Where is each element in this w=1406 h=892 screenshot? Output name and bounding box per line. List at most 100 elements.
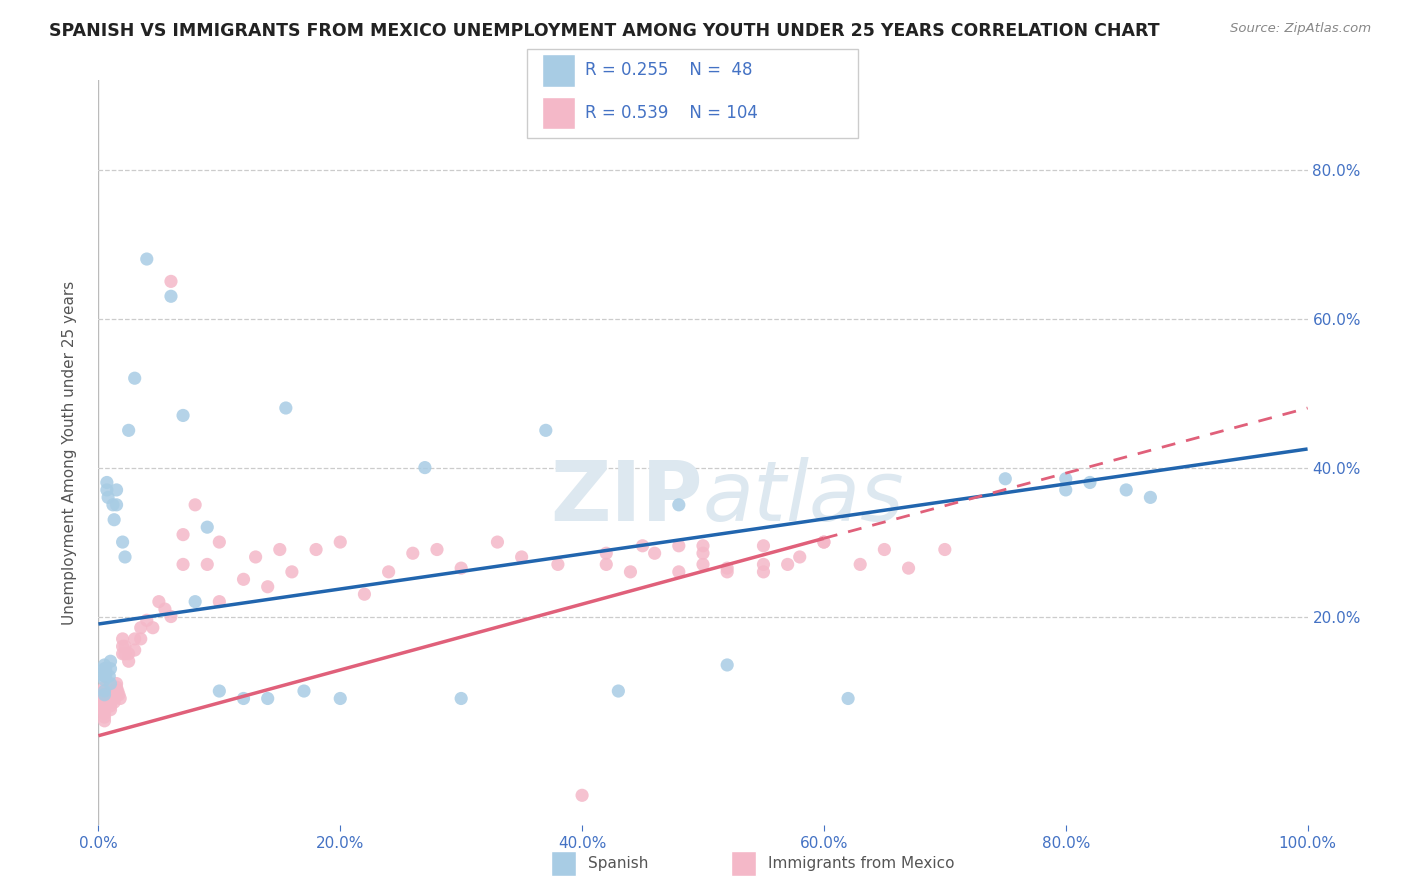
Point <box>450 691 472 706</box>
Point <box>105 676 128 690</box>
Point <box>101 688 124 702</box>
Point <box>595 558 617 572</box>
Point <box>208 594 231 608</box>
Point <box>135 613 157 627</box>
Point <box>776 558 799 572</box>
Point <box>668 539 690 553</box>
Point <box>752 558 775 572</box>
Point <box>1115 483 1137 497</box>
Point <box>103 695 125 709</box>
Point <box>934 542 956 557</box>
Point <box>752 539 775 553</box>
Point <box>329 535 352 549</box>
Point <box>124 632 146 646</box>
Text: Immigrants from Mexico: Immigrants from Mexico <box>768 856 955 871</box>
Point <box>114 647 136 661</box>
Point <box>619 565 641 579</box>
Point <box>281 565 304 579</box>
Point <box>184 498 207 512</box>
Text: R = 0.539    N = 104: R = 0.539 N = 104 <box>585 104 758 122</box>
Point <box>208 684 231 698</box>
Point <box>232 691 254 706</box>
Point <box>96 695 118 709</box>
Point <box>105 498 128 512</box>
Point <box>93 703 115 717</box>
Point <box>897 561 920 575</box>
Point <box>256 580 278 594</box>
Text: atlas: atlas <box>703 457 904 538</box>
Point <box>100 688 122 702</box>
Text: ZIP: ZIP <box>551 457 703 538</box>
Point <box>118 423 141 437</box>
Point <box>644 546 666 560</box>
Point <box>93 688 115 702</box>
Point <box>789 549 811 564</box>
Point <box>111 647 134 661</box>
Point <box>849 558 872 572</box>
Point <box>105 681 128 695</box>
Point <box>111 640 134 654</box>
Point <box>107 684 129 698</box>
Point <box>91 698 114 713</box>
Point <box>426 542 449 557</box>
Text: SPANISH VS IMMIGRANTS FROM MEXICO UNEMPLOYMENT AMONG YOUTH UNDER 25 YEARS CORREL: SPANISH VS IMMIGRANTS FROM MEXICO UNEMPL… <box>49 22 1160 40</box>
Point <box>100 698 122 713</box>
Point <box>93 657 115 672</box>
Point <box>94 669 117 683</box>
Point <box>1054 483 1077 497</box>
Point <box>97 695 120 709</box>
Point <box>716 561 738 575</box>
Point <box>716 657 738 672</box>
Point <box>114 549 136 564</box>
Point <box>96 483 118 497</box>
Point <box>91 695 114 709</box>
Point <box>486 535 509 549</box>
Point <box>305 542 328 557</box>
Point <box>142 621 165 635</box>
Point <box>607 684 630 698</box>
Point <box>105 688 128 702</box>
Point <box>93 665 115 680</box>
Point <box>377 565 399 579</box>
Point <box>91 695 114 709</box>
Point <box>101 498 124 512</box>
Point <box>93 684 115 698</box>
Point <box>153 602 176 616</box>
Point <box>148 594 170 608</box>
Point <box>108 691 131 706</box>
Point <box>93 698 115 713</box>
Point <box>98 695 121 709</box>
Point <box>994 472 1017 486</box>
Point <box>1078 475 1101 490</box>
Text: Spanish: Spanish <box>588 856 648 871</box>
Point <box>208 535 231 549</box>
Point <box>108 688 131 702</box>
Point <box>93 662 115 676</box>
Point <box>752 565 775 579</box>
Point <box>837 691 859 706</box>
Point <box>100 662 122 676</box>
Point <box>93 673 115 687</box>
Point <box>195 558 218 572</box>
Point <box>91 698 114 713</box>
Point <box>172 409 194 423</box>
Point <box>111 535 134 549</box>
Point <box>94 662 117 676</box>
Point <box>716 565 738 579</box>
Point <box>631 539 654 553</box>
Point <box>534 423 557 437</box>
Point <box>124 371 146 385</box>
Point <box>105 483 128 497</box>
Point <box>93 714 115 728</box>
Point <box>547 558 569 572</box>
Point <box>668 565 690 579</box>
Point <box>93 691 115 706</box>
Point <box>256 691 278 706</box>
Point <box>129 632 152 646</box>
Y-axis label: Unemployment Among Youth under 25 years: Unemployment Among Youth under 25 years <box>62 281 77 624</box>
Point <box>813 535 835 549</box>
Point <box>100 654 122 668</box>
Point <box>94 691 117 706</box>
Point <box>813 535 835 549</box>
Point <box>329 691 352 706</box>
